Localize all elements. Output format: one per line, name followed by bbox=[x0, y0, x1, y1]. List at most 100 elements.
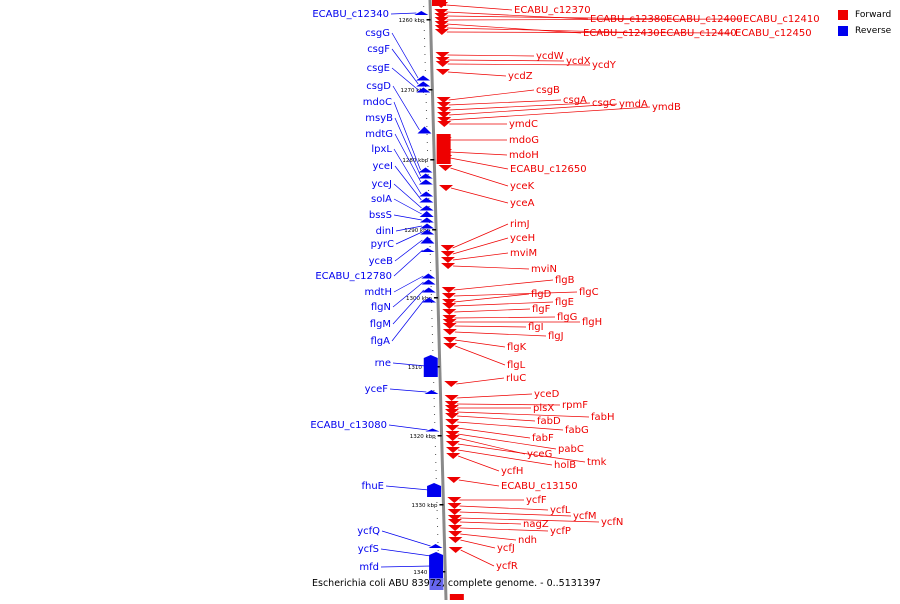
forward-label-csga: csgA bbox=[563, 95, 587, 106]
forward-gene-nagz bbox=[447, 519, 462, 525]
legend-forward-label: Forward bbox=[855, 10, 892, 20]
forward-gene-ecabu-c12400 bbox=[434, 13, 449, 19]
axis-dot bbox=[437, 534, 439, 535]
forward-gene-ecabu-c12380 bbox=[434, 9, 449, 15]
reverse-leader-flga bbox=[391, 299, 425, 342]
forward-leader-yceg bbox=[457, 437, 526, 455]
forward-label-ycdy: ycdY bbox=[592, 60, 617, 71]
reverse-gene-sola bbox=[419, 211, 434, 217]
reverse-leader-mfd bbox=[380, 565, 432, 568]
forward-label-fabh: fabH bbox=[591, 412, 615, 423]
forward-label-mvin: mviN bbox=[531, 264, 557, 275]
forward-label-ymda: ymdA bbox=[619, 99, 648, 110]
axis-tick-mark bbox=[433, 297, 438, 299]
forward-label-ycff: ycfF bbox=[526, 495, 547, 506]
reverse-label-bsss: bssS bbox=[369, 210, 392, 221]
axis-dot bbox=[432, 342, 434, 343]
reverse-label-flgm: flgM bbox=[370, 319, 391, 330]
forward-gene-flgl bbox=[443, 343, 458, 349]
forward-gene-pabc bbox=[445, 431, 460, 437]
forward-leader-ecabu-c12410 bbox=[446, 18, 742, 21]
reverse-gene-dini bbox=[420, 223, 435, 229]
forward-label-pabc: pabC bbox=[558, 444, 584, 455]
axis-tick-label: 1290 kbp bbox=[404, 228, 430, 234]
forward-gene-ycdx bbox=[435, 57, 450, 63]
forward-leader-ycek bbox=[450, 167, 509, 187]
forward-gene-flgj bbox=[442, 329, 457, 335]
forward-leader-flgd bbox=[454, 293, 530, 303]
reverse-leader-ecabu-c13080 bbox=[388, 424, 428, 431]
forward-gene-yced bbox=[444, 395, 459, 401]
forward-label-flgl: flgL bbox=[507, 360, 526, 371]
forward-leader-ycfn bbox=[459, 517, 600, 523]
forward-gene-ycfn bbox=[447, 515, 462, 521]
reverse-label-ecabu-c12340: ECABU_c12340 bbox=[312, 9, 389, 20]
axis-tick-label: 1330 kbp bbox=[412, 503, 438, 509]
reverse-leader-csgf bbox=[391, 48, 419, 85]
forward-label-ycek: yceK bbox=[510, 181, 535, 192]
forward-label-yceg: yceG bbox=[527, 449, 552, 460]
forward-label-flgh: flgH bbox=[582, 317, 602, 328]
forward-gene-ycff bbox=[447, 497, 462, 503]
forward-label-ecabu-c12410: ECABU_c12410 bbox=[743, 14, 820, 25]
reverse-leader-yceb bbox=[394, 239, 423, 262]
reverse-label-mdoc: mdoC bbox=[363, 97, 392, 108]
forward-leader-mdoh bbox=[450, 151, 508, 156]
reverse-label-csge: csgE bbox=[367, 63, 390, 74]
reverse-gene-ecabu-c12780 bbox=[420, 248, 435, 252]
forward-leader-ecabu-c12450 bbox=[446, 31, 734, 34]
reverse-label-dini: dinI bbox=[376, 226, 394, 237]
forward-label-ycdz: ycdZ bbox=[508, 71, 533, 82]
forward-leader-rluc bbox=[456, 377, 505, 385]
forward-label-fabf: fabF bbox=[532, 433, 554, 444]
forward-gene-flgf bbox=[442, 309, 457, 315]
forward-gene-yceg bbox=[445, 435, 460, 441]
forward-gene-rluc bbox=[444, 381, 459, 387]
reverse-gene-lpxl bbox=[419, 191, 434, 197]
forward-leader-ycfp bbox=[460, 527, 549, 532]
reverse-label-rne: rne bbox=[375, 358, 391, 369]
forward-leader-ecabu-c13150 bbox=[458, 479, 500, 487]
forward-label-rpmf: rpmF bbox=[562, 400, 588, 411]
axis-dot bbox=[423, 22, 425, 23]
forward-leader-ycfh bbox=[458, 455, 500, 472]
forward-label-mdoh: mdoH bbox=[509, 150, 539, 161]
forward-label-ecabu-c12370: ECABU_c12370 bbox=[514, 5, 591, 16]
reverse-leader-ecabu-c12780 bbox=[393, 249, 423, 277]
reverse-gene-ycfq bbox=[428, 544, 443, 548]
forward-leader-csga bbox=[448, 99, 562, 106]
reverse-gene-flga bbox=[422, 297, 436, 303]
forward-leader-ycdx bbox=[447, 59, 565, 62]
axis-dot bbox=[424, 38, 426, 39]
forward-gene-flge bbox=[442, 303, 457, 309]
forward-label-ecabu-c13150: ECABU_c13150 bbox=[501, 481, 578, 492]
axis-tick-mark bbox=[430, 159, 435, 161]
forward-leader-flgf bbox=[454, 308, 531, 313]
forward-label-ycfl: ycfL bbox=[550, 505, 571, 516]
axis-dot bbox=[436, 518, 438, 519]
reverse-label-fhue: fhuE bbox=[361, 481, 384, 492]
forward-gene-csgb bbox=[436, 97, 451, 103]
reverse-label-flgn: flgN bbox=[371, 302, 391, 313]
forward-label-flgf: flgF bbox=[532, 304, 551, 315]
reverse-leader-flgn bbox=[392, 281, 424, 308]
axis-tick-mark bbox=[441, 571, 446, 573]
reverse-leader-rne bbox=[392, 362, 426, 367]
forward-leader-ycfm bbox=[459, 511, 572, 517]
forward-gene-flgg bbox=[442, 315, 457, 321]
axis-dot bbox=[435, 454, 437, 455]
reverse-gene-flgm bbox=[421, 287, 436, 293]
reverse-label-mdtg: mdtG bbox=[365, 129, 393, 140]
forward-label-csgc: csgC bbox=[592, 98, 616, 109]
forward-label-yceh: yceH bbox=[510, 233, 535, 244]
forward-label-ymdb: ymdB bbox=[652, 102, 681, 113]
reverse-gene-block bbox=[429, 578, 444, 590]
axis-dot bbox=[435, 470, 437, 471]
reverse-leader-ycej bbox=[393, 183, 422, 209]
forward-leader-ymdb bbox=[449, 106, 651, 121]
reverse-label-ycei: yceI bbox=[372, 161, 393, 172]
forward-label-ycdx: ycdX bbox=[566, 56, 591, 67]
axis-dot bbox=[435, 478, 437, 479]
reverse-leader-ycfs bbox=[380, 548, 431, 557]
